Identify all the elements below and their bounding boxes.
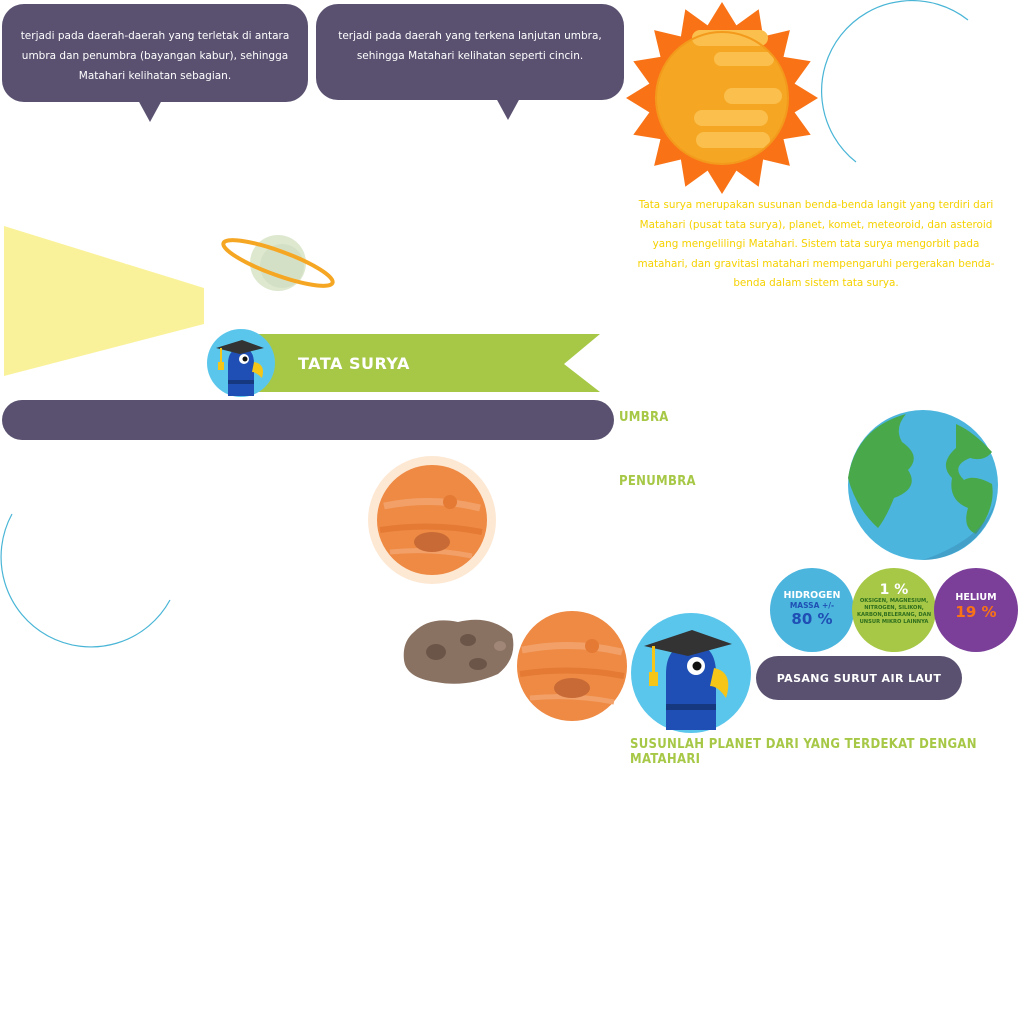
intro-paragraph: Tata surya merupakan susunan benda-benda…: [637, 199, 995, 289]
light-beam: [4, 226, 204, 376]
annular-bubble-text: terjadi pada daerah yang terkena lanjuta…: [338, 30, 602, 62]
sun-illustration[interactable]: [624, 0, 820, 196]
other-desc: OKSIGEN, MAGNESIUM, NITROGEN, SILIKON, K…: [856, 598, 932, 625]
saturn-illustration[interactable]: [218, 230, 338, 296]
helium-stat: HELIUM 19 %: [934, 568, 1018, 652]
mascot-small-icon[interactable]: [206, 328, 276, 398]
tides-button[interactable]: PASANG SURUT AIR LAUT: [756, 656, 962, 700]
penumbra-bubble: terjadi pada daerah-daerah yang terletak…: [2, 4, 308, 123]
purple-bar: [2, 400, 614, 440]
hydrogen-value: 80 %: [791, 610, 833, 628]
bubble-tail: [496, 98, 520, 121]
mascot-large-icon[interactable]: [630, 612, 752, 734]
helium-name: HELIUM: [955, 592, 997, 603]
other-value: 1 %: [879, 582, 909, 598]
hydrogen-stat: HIDROGEN MASSA +/- 80 %: [770, 568, 854, 652]
mars-illustration[interactable]: [516, 610, 628, 722]
helium-value: 19 %: [955, 603, 997, 621]
bubble-tail: [138, 100, 162, 123]
umbra-label: UMBRA: [619, 410, 669, 425]
penumbra-label: PENUMBRA: [619, 474, 696, 489]
hydrogen-name: HIDROGEN: [783, 590, 841, 601]
banner-title: TATA SURYA: [298, 354, 410, 373]
earth-illustration[interactable]: [846, 408, 1000, 562]
penumbra-bubble-text: terjadi pada daerah-daerah yang terletak…: [20, 30, 290, 82]
decorative-arc-top: [821, 0, 969, 163]
other-elements-stat: 1 % OKSIGEN, MAGNESIUM, NITROGEN, SILIKO…: [852, 568, 936, 652]
banner-ribbon: [246, 334, 600, 392]
mars-glowing-illustration[interactable]: [364, 452, 500, 588]
instruction-text: SUSUNLAH PLANET DARI YANG TERDEKAT DENGA…: [630, 737, 977, 767]
decorative-arc-left: [0, 513, 171, 648]
asteroid-illustration[interactable]: [400, 612, 518, 688]
annular-bubble: terjadi pada daerah yang terkena lanjuta…: [316, 4, 624, 121]
hydrogen-sub: MASSA +/-: [789, 601, 835, 610]
